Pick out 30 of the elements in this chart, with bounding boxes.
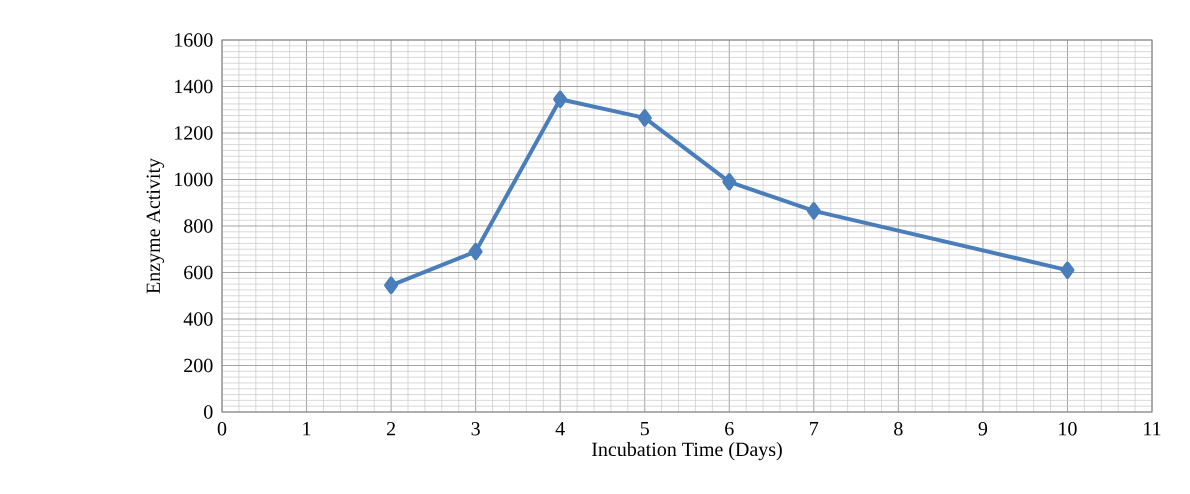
point bbox=[806, 202, 821, 220]
point bbox=[637, 109, 652, 127]
x-tick-label: 6 bbox=[725, 422, 734, 436]
x-tick-label: 3 bbox=[471, 422, 480, 436]
x-tick-label: 5 bbox=[640, 422, 649, 436]
y-tick-label: 400 bbox=[183, 312, 213, 326]
x-tick-label: 9 bbox=[978, 422, 988, 436]
y-axis-title: Enzyme Activity bbox=[146, 158, 165, 294]
point bbox=[384, 276, 399, 294]
x-tick-label: 8 bbox=[894, 422, 903, 436]
y-tick-label: 1200 bbox=[175, 126, 213, 140]
x-tick-label: 4 bbox=[555, 422, 565, 436]
y-tick-label: 600 bbox=[184, 265, 213, 280]
y-tick-label: 1400 bbox=[175, 79, 213, 94]
point bbox=[1060, 261, 1075, 279]
y-tick-label: 800 bbox=[184, 219, 213, 233]
x-axis-title: Incubation Time (Days) bbox=[592, 442, 782, 461]
y-tick-label: 0 bbox=[204, 405, 213, 419]
x-tick-label: 2 bbox=[386, 422, 395, 436]
x-tick-label: 11 bbox=[1144, 422, 1161, 436]
point bbox=[468, 242, 483, 261]
point bbox=[553, 90, 568, 108]
y-tick-label: 1600 bbox=[175, 33, 213, 47]
point bbox=[722, 173, 737, 191]
y-tick-label: 200 bbox=[184, 358, 213, 373]
x-tick-label: 0 bbox=[217, 422, 227, 436]
x-tick-label: 1 bbox=[303, 422, 311, 436]
x-tick-label: 7 bbox=[810, 422, 819, 436]
y-tick-label: 1000 bbox=[175, 172, 213, 187]
x-tick-label: 10 bbox=[1059, 422, 1077, 436]
